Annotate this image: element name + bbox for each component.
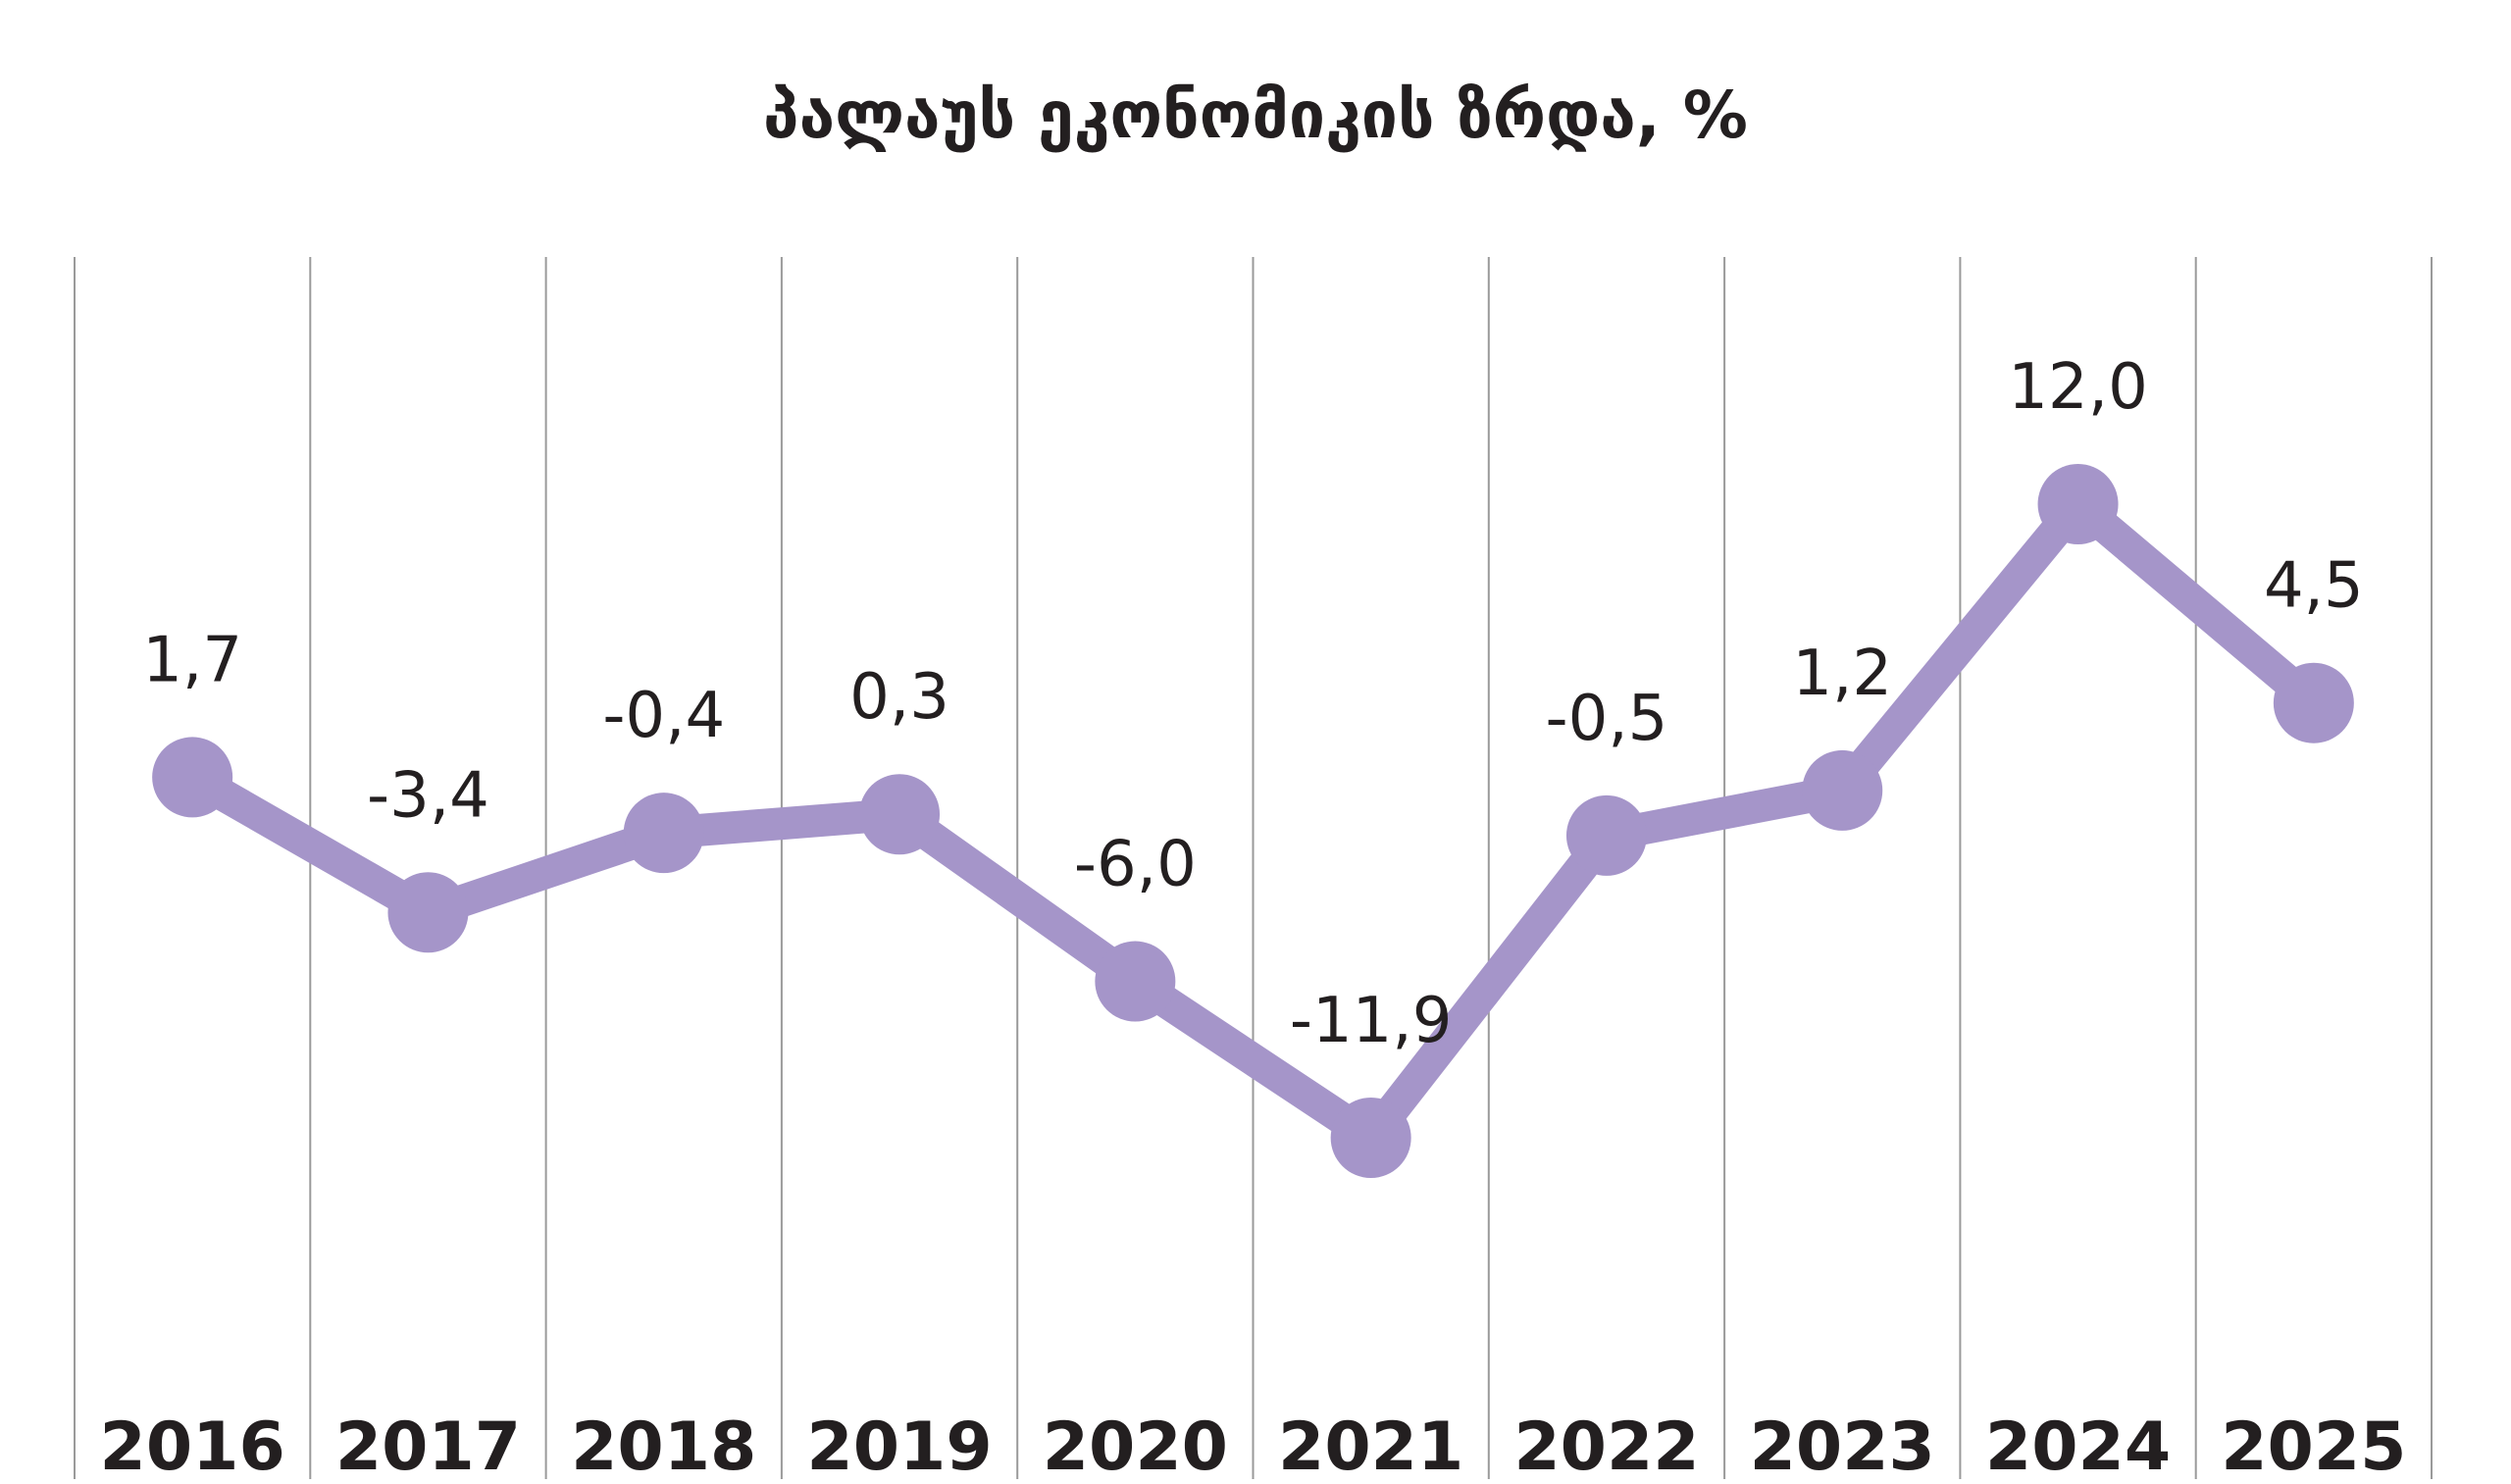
data-point xyxy=(2273,662,2354,743)
data-label: 1,7 xyxy=(142,624,242,696)
chart-title: პალაუს ეკონომიკის ზრდა, % xyxy=(763,77,1748,153)
x-tick-label: 2025 xyxy=(2221,1408,2406,1484)
x-tick-label: 2016 xyxy=(100,1408,285,1484)
x-tick-label: 2017 xyxy=(335,1408,521,1484)
data-point xyxy=(1802,749,1883,831)
data-point xyxy=(1565,794,1647,876)
x-tick-label: 2019 xyxy=(806,1408,992,1484)
data-point xyxy=(623,793,704,874)
data-label: -3,4 xyxy=(367,759,489,832)
series-line xyxy=(183,487,2325,1154)
x-tick-label: 2018 xyxy=(571,1408,756,1484)
data-label: -11,9 xyxy=(1290,985,1453,1057)
data-point xyxy=(2037,464,2119,544)
data-label: 12,0 xyxy=(2008,351,2148,424)
data-label: 4,5 xyxy=(2264,550,2364,623)
x-tick-label: 2021 xyxy=(1278,1408,1463,1484)
data-point xyxy=(152,737,233,818)
data-label: 1,2 xyxy=(1792,638,1892,710)
data-label: -0,4 xyxy=(602,680,725,752)
data-label: -0,5 xyxy=(1546,683,1668,755)
data-point xyxy=(1330,1098,1411,1178)
x-tick-label: 2022 xyxy=(1513,1408,1699,1484)
x-tick-label: 2020 xyxy=(1043,1408,1228,1484)
data-label: -6,0 xyxy=(1074,829,1197,901)
data-point xyxy=(1095,941,1176,1022)
data-point xyxy=(387,872,469,953)
data-point xyxy=(859,774,941,855)
data-label: 0,3 xyxy=(849,661,949,734)
x-tick-label: 2024 xyxy=(1985,1408,2171,1484)
x-tick-label: 2023 xyxy=(1750,1408,1935,1484)
